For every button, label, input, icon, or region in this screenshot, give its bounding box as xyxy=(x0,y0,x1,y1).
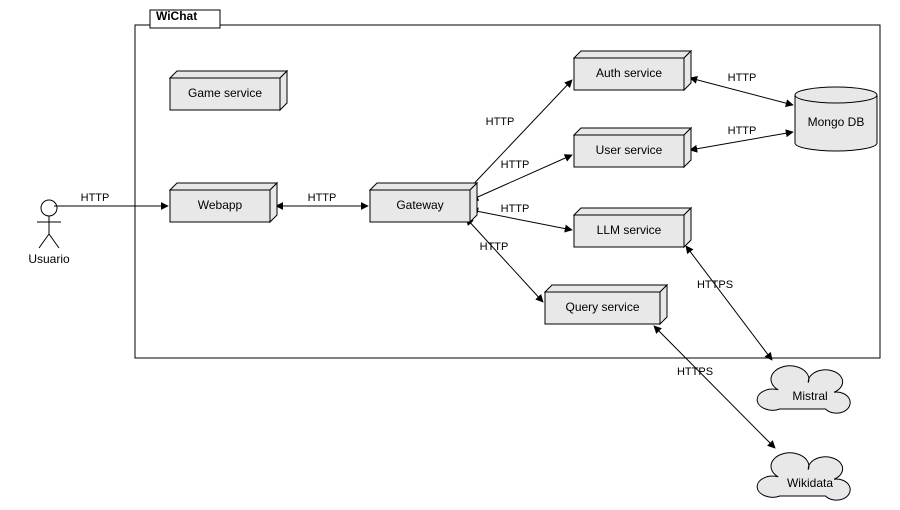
node-label-auth: Auth service xyxy=(596,66,662,80)
node-mongo: Mongo DB xyxy=(795,87,877,151)
edge-query-wikidata: HTTPS xyxy=(654,326,775,448)
edge-llm-mistral: HTTPS xyxy=(686,246,772,360)
node-wikidata: Wikidata xyxy=(757,453,850,500)
edge-label-query-wikidata: HTTPS xyxy=(677,366,713,378)
edge-label-gateway-auth: HTTP xyxy=(486,116,515,128)
edge-label-user-mongo: HTTP xyxy=(728,125,757,137)
edge-gateway-auth: HTTP xyxy=(466,80,572,192)
edge-label-llm-mistral: HTTPS xyxy=(697,279,733,291)
node-label-user: User service xyxy=(596,143,663,157)
node-label-usuario: Usuario xyxy=(28,252,70,266)
node-game: Game service xyxy=(170,71,287,110)
node-user: User service xyxy=(574,128,691,167)
node-label-mistral: Mistral xyxy=(792,389,827,403)
node-mistral: Mistral xyxy=(757,366,850,413)
container-label: WiChat xyxy=(156,9,197,23)
node-label-game: Game service xyxy=(188,86,262,100)
node-label-gateway: Gateway xyxy=(396,198,443,212)
edge-gateway-llm: HTTP xyxy=(471,203,572,230)
edge-label-auth-mongo: HTTP xyxy=(728,72,757,84)
edge-label-webapp-gateway: HTTP xyxy=(308,192,337,204)
node-usuario: Usuario xyxy=(28,200,70,266)
node-auth: Auth service xyxy=(574,51,691,90)
nodes-layer: Usuario Webapp Game service Gateway Auth ser… xyxy=(28,51,877,500)
edge-label-usuario-webapp: HTTP xyxy=(81,192,110,204)
edge-gateway-query: HTTP xyxy=(466,218,543,302)
edge-webapp-gateway: HTTP xyxy=(276,192,368,206)
edge-label-gateway-llm: HTTP xyxy=(501,203,530,215)
node-label-webapp: Webapp xyxy=(198,198,243,212)
node-label-query: Query service xyxy=(565,300,639,314)
node-gateway: Gateway xyxy=(370,183,477,222)
edge-usuario-webapp: HTTP xyxy=(54,192,168,206)
edge-label-gateway-user: HTTP xyxy=(501,159,530,171)
node-webapp: Webapp xyxy=(170,183,277,222)
node-label-llm: LLM service xyxy=(597,223,662,237)
edge-label-gateway-query: HTTP xyxy=(480,241,509,253)
edge-auth-mongo: HTTP xyxy=(690,72,793,105)
node-label-mongo: Mongo DB xyxy=(808,115,865,129)
node-llm: LLM service xyxy=(574,208,691,247)
edge-gateway-user: HTTP xyxy=(471,155,572,200)
node-label-wikidata: Wikidata xyxy=(787,476,833,490)
edge-user-mongo: HTTP xyxy=(690,125,793,150)
node-query: Query service xyxy=(545,285,667,324)
